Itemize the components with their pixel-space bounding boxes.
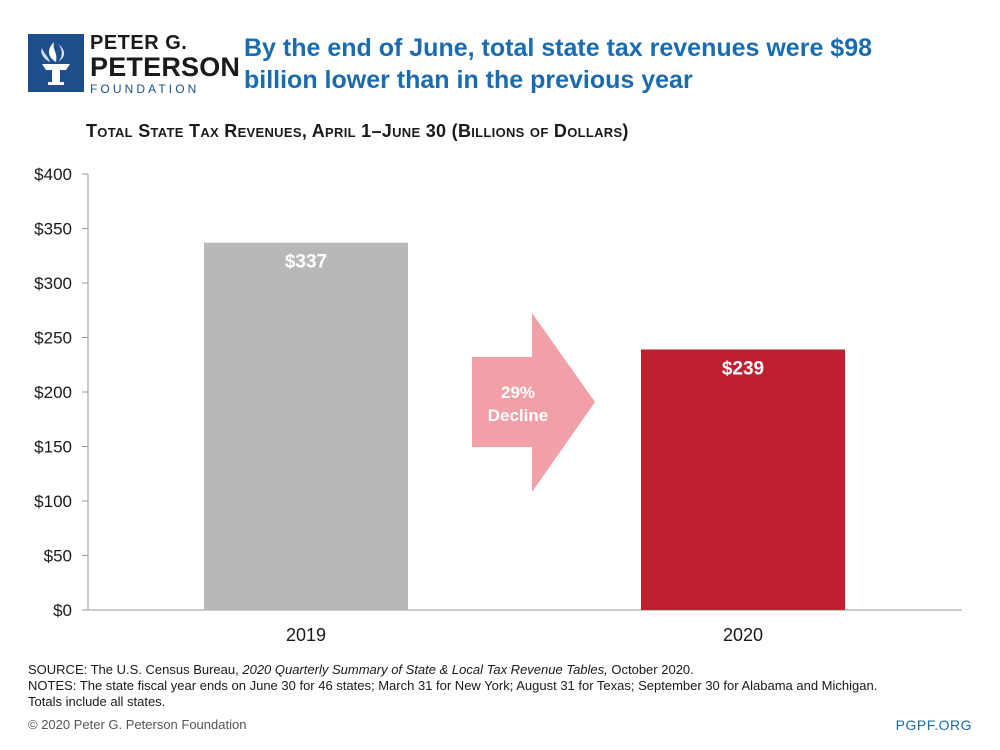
totals-line: Totals include all states.: [28, 694, 166, 709]
y-tick-label: $250: [34, 329, 72, 348]
copyright: © 2020 Peter G. Peterson Foundation: [28, 717, 247, 732]
bar-value-label: $239: [722, 358, 764, 379]
torch-icon: [28, 34, 84, 92]
y-tick-label: $50: [44, 547, 72, 566]
logo-line-1: PETER G.: [90, 32, 188, 54]
y-tick-label: $300: [34, 274, 72, 293]
headline: By the end of June, total state tax reve…: [244, 32, 944, 96]
source-title: 2020 Quarterly Summary of State & Local …: [242, 662, 608, 677]
y-tick-label: $400: [34, 165, 72, 184]
pgpf-logo: PETER G. PETERSON FOUNDATION: [28, 32, 240, 96]
bar-2019: [204, 242, 408, 611]
notes-line: NOTES: The state fiscal year ends on Jun…: [28, 678, 878, 693]
bar-value-label: $337: [285, 252, 327, 273]
y-tick-label: $100: [34, 492, 72, 511]
y-tick-label: $150: [34, 438, 72, 457]
headline-line-1: By the end of June, total state tax reve…: [244, 34, 873, 62]
bar-2020: [641, 349, 845, 610]
decline-percent-label: 29%: [501, 383, 535, 402]
logo-line-3: FOUNDATION: [90, 82, 200, 96]
source-prefix: SOURCE: The U.S. Census Bureau,: [28, 662, 243, 677]
y-tick-label: $200: [34, 383, 72, 402]
decline-text-label: Decline: [488, 406, 548, 425]
site-link[interactable]: PGPF.ORG: [895, 717, 972, 733]
y-tick-label: $0: [53, 601, 72, 620]
source-suffix: October 2020.: [607, 662, 694, 677]
y-tick-label: $350: [34, 220, 72, 239]
logo-line-2: PETERSON: [90, 52, 241, 82]
source-line: SOURCE: The U.S. Census Bureau, 2020 Qua…: [28, 662, 978, 678]
notes-block: SOURCE: The U.S. Census Bureau, 2020 Qua…: [28, 662, 978, 710]
chart-title: Total State Tax Revenues, April 1–June 3…: [86, 121, 629, 141]
x-tick-label: 2020: [723, 625, 763, 645]
decline-arrow: [472, 313, 595, 492]
headline-line-2: billion lower than in the previous year: [244, 66, 693, 94]
bar-chart: $0 $50 $100 $150 $200 $250 $300 $350 $400 $337 201…: [34, 165, 962, 645]
x-tick-label: 2019: [286, 625, 326, 645]
